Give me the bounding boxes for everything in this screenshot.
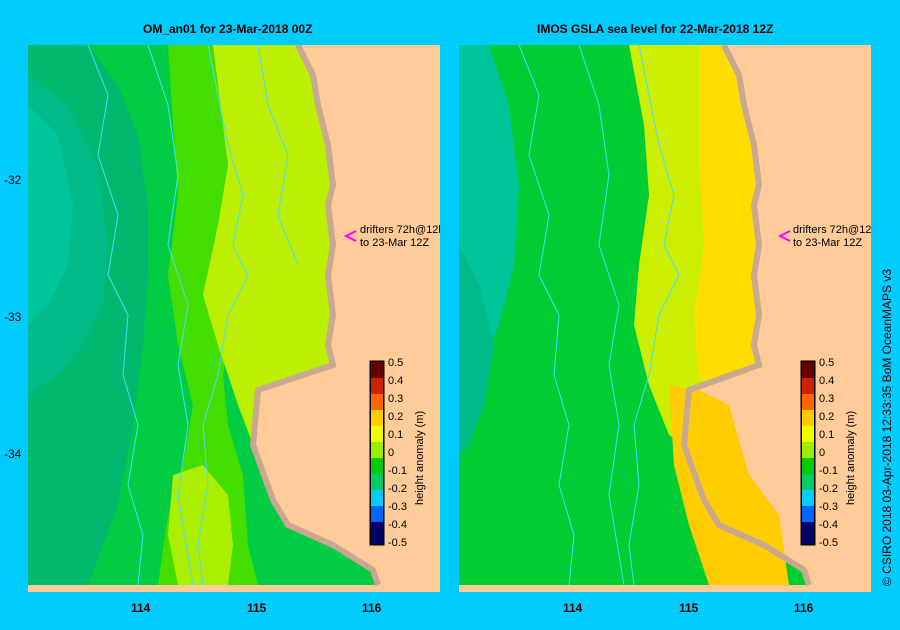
colorbar-tick-label: 0 (819, 447, 825, 459)
colorbar-tick-label: 0.4 (388, 375, 403, 387)
drifter-annotation: drifters 72h@12h (360, 224, 440, 236)
drifter-track (628, 45, 680, 586)
x-tick-label: 114 (563, 601, 583, 615)
left-map-panel: 0.5 0.4 0.3 0.2 0.1 0 -0.1 -0.2 -0.3 -0.… (28, 45, 440, 592)
drifter-track (578, 45, 625, 586)
colorbar: 0.5 0.4 0.3 0.2 0.1 0 -0.1 -0.2 -0.3 -0.… (369, 357, 426, 549)
drifter-track (197, 45, 249, 586)
x-tick-label: 115 (679, 601, 699, 615)
drifter-track (87, 45, 144, 586)
colorbar-tick-label: -0.4 (388, 519, 407, 531)
colorbar-tick-label: 0.5 (819, 357, 834, 369)
colorbar-label: height anomaly (m) (414, 411, 426, 505)
colorbar-tick-label: -0.1 (388, 465, 407, 477)
coastline (249, 45, 381, 586)
y-tick-label: -33 (4, 310, 22, 324)
drifter-marker-icon (777, 230, 791, 242)
right-panel-title: IMOS GSLA sea level for 22-Mar-2018 12Z (537, 22, 774, 36)
colorbar-tick-label: -0.3 (388, 501, 407, 513)
x-tick-label: 114 (131, 601, 151, 615)
contour-band (28, 105, 73, 325)
colorbar-tick-label: -0.5 (388, 537, 407, 549)
colorbar: 0.5 0.4 0.3 0.2 0.1 0 -0.1 -0.2 -0.3 -0.… (800, 357, 857, 549)
y-tick-label: -34 (4, 447, 22, 461)
colorbar-tick-label: -0.4 (819, 519, 838, 531)
drifter-track (147, 45, 194, 586)
drifter-annotation: to 23-Mar 12Z (360, 237, 429, 249)
contour-band (203, 45, 333, 445)
colorbar-tick-label: -0.5 (819, 537, 838, 549)
y-tick-label: -32 (4, 173, 22, 187)
colorbar-tick-label: 0.4 (819, 375, 834, 387)
colorbar-tick-label: 0 (388, 447, 394, 459)
colorbar-tick-label: 0.1 (819, 429, 834, 441)
colorbar-tick-label: -0.2 (819, 483, 838, 495)
contour-band (694, 45, 759, 380)
x-tick-label: 115 (247, 601, 267, 615)
right-map-panel: 0.5 0.4 0.3 0.2 0.1 0 -0.1 -0.2 -0.3 -0.… (459, 45, 871, 592)
contour-band (459, 245, 494, 455)
left-panel-title: OM_an01 for 23-Mar-2018 00Z (143, 22, 313, 36)
colorbar-tick-label: -0.1 (819, 465, 838, 477)
contour-band (669, 385, 789, 585)
colorbar-tick-label: 0.5 (388, 357, 403, 369)
drifter-track (257, 45, 299, 266)
drifter-annotation: drifters 72h@12h (793, 224, 871, 236)
coastline (680, 45, 812, 586)
colorbar-tick-label: 0.1 (388, 429, 403, 441)
contour-band (168, 465, 233, 585)
colorbar-label: height anomaly (m) (845, 411, 857, 505)
x-tick-label: 116 (362, 601, 382, 615)
colorbar-tick-label: -0.2 (388, 483, 407, 495)
colorbar-tick-label: 0.2 (819, 411, 834, 423)
colorbar-tick-label: 0.2 (388, 411, 403, 423)
drifter-annotation: to 23-Mar 12Z (793, 237, 862, 249)
drifter-track (518, 45, 575, 586)
x-tick-label: 116 (794, 601, 814, 615)
colorbar-tick-label: 0.3 (819, 393, 834, 405)
colorbar-tick-label: 0.3 (388, 393, 403, 405)
drifter-marker-icon (343, 230, 357, 242)
colorbar-tick-label: -0.3 (819, 501, 838, 513)
credit-text: © CSIRO 2018 03-Apr-2018 12:33:35 BoM Oc… (880, 268, 894, 586)
